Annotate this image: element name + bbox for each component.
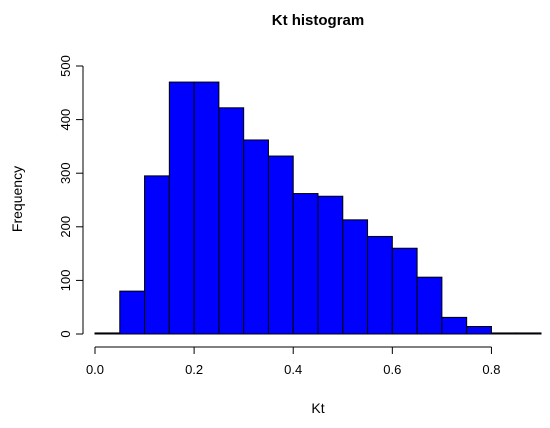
- histogram-bar: [218, 107, 245, 335]
- chart-title: Kt histogram: [272, 12, 365, 29]
- histogram-bar: [391, 247, 418, 335]
- x-axis: 0.0 0.2 0.4 0.6 0.8: [86, 346, 500, 377]
- x-tick-label: 0.6: [383, 362, 401, 377]
- histogram-bar: [94, 332, 121, 335]
- histogram-bar: [317, 195, 344, 335]
- x-tick-label: 0.4: [284, 362, 302, 377]
- histogram-bar: [144, 175, 170, 335]
- histogram-bar: [119, 290, 146, 335]
- x-tick-label: 0.2: [185, 362, 203, 377]
- y-axis: 0 100 200 300 400 500: [58, 55, 84, 338]
- histogram-bar: [515, 332, 542, 335]
- y-tick-label: 300: [58, 162, 73, 184]
- y-tick-label: 500: [58, 55, 73, 77]
- histogram-bar: [193, 81, 220, 335]
- y-tick-label: 400: [58, 109, 73, 131]
- histogram-bar: [243, 139, 269, 335]
- histogram-bar: [441, 316, 468, 335]
- y-tick-label: 100: [58, 270, 73, 292]
- y-tick-label: 200: [58, 216, 73, 238]
- histogram-bar: [416, 276, 443, 335]
- x-axis-label: Kt: [311, 400, 324, 416]
- histogram-bar: [168, 81, 195, 335]
- bars-group: [94, 81, 542, 335]
- x-tick-label: 0.0: [86, 362, 104, 377]
- histogram-bar: [292, 193, 319, 335]
- y-axis-label: Frequency: [9, 166, 25, 232]
- y-tick-label: 0: [58, 330, 73, 337]
- histogram-bar: [267, 155, 294, 335]
- histogram-bar: [367, 235, 393, 335]
- x-tick-label: 0.8: [482, 362, 500, 377]
- histogram-bar: [490, 332, 517, 335]
- histogram-bar: [466, 325, 492, 335]
- histogram-bar: [342, 219, 369, 335]
